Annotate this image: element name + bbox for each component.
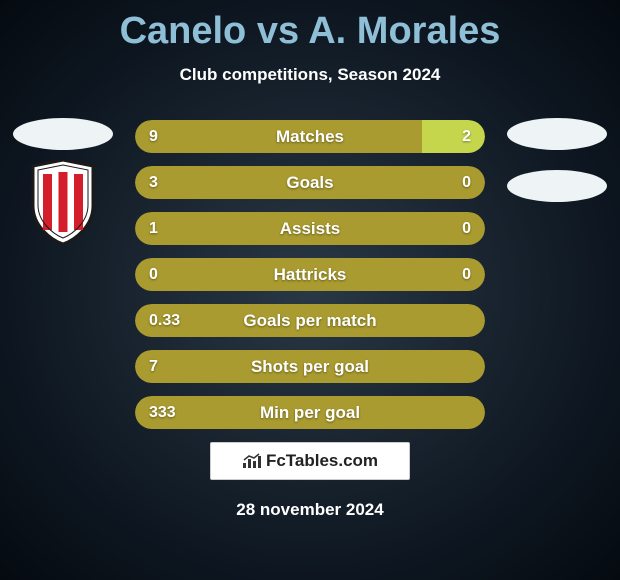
branding-badge: FcTables.com bbox=[210, 442, 410, 480]
stat-row: Matches9 2 bbox=[135, 120, 485, 153]
stat-value-left: 1 bbox=[149, 220, 158, 238]
stat-label: Assists bbox=[135, 219, 485, 239]
stat-row: Assists1 0 bbox=[135, 212, 485, 245]
stat-value-left: 0.33 bbox=[149, 312, 180, 330]
stat-value-right: 0 bbox=[462, 220, 471, 238]
stat-value-left: 3 bbox=[149, 174, 158, 192]
stat-label: Hattricks bbox=[135, 265, 485, 285]
stat-label: Goals bbox=[135, 173, 485, 193]
stat-row: Goals per match0.33 bbox=[135, 304, 485, 337]
stat-value-left: 0 bbox=[149, 266, 158, 284]
stat-label: Min per goal bbox=[135, 403, 485, 423]
branding-text: FcTables.com bbox=[266, 451, 378, 471]
stat-value-right: 2 bbox=[462, 128, 471, 146]
right-logo-column bbox=[502, 118, 612, 202]
stat-row: Shots per goal7 bbox=[135, 350, 485, 383]
stat-value-left: 7 bbox=[149, 358, 158, 376]
stat-label: Matches bbox=[135, 127, 485, 147]
stat-value-right: 0 bbox=[462, 266, 471, 284]
stat-label: Shots per goal bbox=[135, 357, 485, 377]
stat-value-right: 0 bbox=[462, 174, 471, 192]
right-team-ellipse-icon-1 bbox=[507, 118, 607, 150]
stat-value-left: 9 bbox=[149, 128, 158, 146]
left-club-shield-icon bbox=[30, 160, 96, 244]
stats-bars: Matches92Goals30Assists10Hattricks00Goal… bbox=[135, 120, 485, 429]
left-logo-column bbox=[8, 118, 118, 244]
right-team-ellipse-icon-2 bbox=[507, 170, 607, 202]
chart-icon bbox=[242, 453, 262, 469]
stat-row: Min per goal333 bbox=[135, 396, 485, 429]
date-text: 28 november 2024 bbox=[0, 500, 620, 520]
stat-value-left: 333 bbox=[149, 404, 176, 422]
left-team-ellipse-icon bbox=[13, 118, 113, 150]
stat-row: Hattricks0 0 bbox=[135, 258, 485, 291]
stat-row: Goals3 0 bbox=[135, 166, 485, 199]
page-title: Canelo vs A. Morales bbox=[0, 0, 620, 53]
stat-label: Goals per match bbox=[135, 311, 485, 331]
subtitle: Club competitions, Season 2024 bbox=[0, 65, 620, 85]
